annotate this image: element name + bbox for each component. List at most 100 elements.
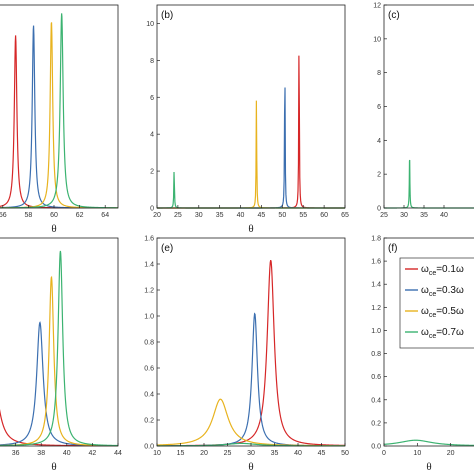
- x-tick-label: 30: [247, 450, 255, 457]
- y-tick-label: 1.0: [144, 314, 154, 321]
- axes-frame-a: [0, 4, 119, 209]
- series-line-b-4: [157, 171, 345, 209]
- x-tick-label: 30: [195, 212, 203, 219]
- y-tick-label: 4: [150, 132, 154, 139]
- y-tick-label: 10: [373, 36, 381, 43]
- y-tick-label: 0: [377, 206, 381, 213]
- y-tick-label: 0: [150, 206, 154, 213]
- y-tick-label: 0.2: [144, 418, 154, 425]
- x-tick-label: 25: [174, 212, 182, 219]
- y-tick-label: 6: [150, 95, 154, 102]
- series-line-e-3: [156, 398, 345, 447]
- x-tick-label: 60: [50, 212, 58, 219]
- y-tick-label: 0.4: [144, 392, 154, 399]
- x-tick-label: 25: [380, 212, 388, 219]
- x-axis-label: θ: [248, 461, 253, 473]
- y-tick-label: 1.6: [144, 236, 154, 243]
- series-line-a-3: [0, 22, 118, 209]
- y-tick-label: 0.8: [371, 351, 381, 358]
- y-tick-label: 8: [150, 58, 154, 65]
- x-tick-label: 56: [0, 212, 7, 219]
- y-tick-label: 6: [377, 104, 381, 111]
- y-tick-label: 0.6: [144, 366, 154, 373]
- y-tick-label: 12: [373, 3, 381, 10]
- panel-label: (e): [161, 243, 173, 254]
- panel-label: (f): [388, 243, 397, 254]
- legend-box: [399, 257, 474, 349]
- y-tick-label: 0.2: [371, 420, 381, 427]
- x-tick-label: 35: [271, 450, 279, 457]
- x-tick-label: 58: [25, 212, 33, 219]
- y-tick-label: 1.4: [144, 262, 154, 269]
- y-tick-label: 10: [146, 21, 154, 28]
- y-tick-label: 1.2: [371, 305, 381, 312]
- axes-frame-b: [156, 4, 346, 209]
- x-tick-label: 60: [320, 212, 328, 219]
- x-tick-label: 36: [12, 450, 20, 457]
- y-tick-label: 1.6: [371, 259, 381, 266]
- series-line-b-3: [157, 100, 345, 209]
- series-line-f-1: [383, 439, 474, 446]
- panel-d: 36 38 40 42 44 θ: [0, 237, 122, 473]
- y-tick-label: 1.2: [144, 288, 154, 295]
- legend: ωce=0.1ω ωce=0.3ω ωce=0.5ω ωce=0.7ω: [399, 257, 474, 349]
- y-tick-label: 0.8: [144, 340, 154, 347]
- series-line-e-1: [157, 259, 346, 447]
- panel-a: 56 58 60 62 64 θ: [0, 4, 119, 235]
- y-tick-label: 1.8: [371, 236, 381, 243]
- x-axis-label: θ: [426, 461, 431, 473]
- series-line-b-1: [157, 55, 345, 209]
- y-tick-label: 0.0: [371, 444, 381, 451]
- x-tick-label: 50: [341, 450, 349, 457]
- series-line-a-4: [0, 13, 118, 209]
- series-line-d-4: [0, 250, 119, 447]
- series-line-b-2: [157, 87, 345, 209]
- legend-entry: ωce=0.7ω: [421, 327, 464, 340]
- axes-frame-e: [156, 237, 346, 447]
- x-axis-label: θ: [248, 223, 253, 235]
- x-tick-label: 42: [89, 450, 97, 457]
- panel-c: 25 30 35 40 0 2 4 6 8 10 12 (c): [373, 3, 474, 219]
- x-tick-label: 20: [153, 212, 161, 219]
- x-tick-label: 65: [341, 212, 349, 219]
- panel-f: 01020300.00.20.40.60.81.01.21.41.61.8θ(f…: [371, 236, 474, 473]
- axes-frame-d: [0, 237, 119, 447]
- x-tick-label: 30: [400, 212, 408, 219]
- x-tick-label: 10: [413, 450, 421, 457]
- x-axis-label: θ: [51, 223, 56, 235]
- series-line-d-1: [0, 408, 118, 447]
- y-tick-label: 1.0: [371, 328, 381, 335]
- x-tick-label: 35: [420, 212, 428, 219]
- axes-frame-f: [383, 237, 474, 447]
- x-tick-label: 45: [258, 212, 266, 219]
- series-line-a-2: [0, 25, 118, 209]
- x-tick-label: 15: [177, 450, 185, 457]
- axes-frame-c: [383, 4, 474, 209]
- y-tick-label: 8: [377, 70, 381, 77]
- x-tick-label: 20: [200, 450, 208, 457]
- y-tick-label: 2: [150, 169, 154, 176]
- panel-e: 10 15 20 25 30 35 40 45 50 0.0 0.2 0.4 0.6 0.8 1.0 1.2 1…: [144, 236, 349, 474]
- x-tick-label: 40: [237, 212, 245, 219]
- x-tick-label: 0: [382, 450, 386, 457]
- y-tick-label: 4: [377, 138, 381, 145]
- y-tick-label: 0.4: [371, 397, 381, 404]
- legend-entry: ωce=0.5ω: [421, 306, 464, 319]
- x-tick-label: 40: [294, 450, 302, 457]
- x-tick-label: 38: [37, 450, 45, 457]
- x-tick-label: 44: [114, 450, 122, 457]
- series-line-a-1: [0, 35, 118, 209]
- x-tick-label: 40: [440, 212, 448, 219]
- x-tick-label: 64: [101, 212, 109, 219]
- x-tick-label: 25: [224, 450, 232, 457]
- y-tick-label: 0.6: [371, 374, 381, 381]
- x-tick-label: 55: [299, 212, 307, 219]
- x-tick-label: 10: [153, 450, 161, 457]
- series-line-e-2: [157, 312, 345, 447]
- x-tick-label: 35: [216, 212, 224, 219]
- y-tick-label: 2: [377, 172, 381, 179]
- y-tick-label: 1.4: [371, 282, 381, 289]
- panel-label: (b): [161, 10, 173, 21]
- panel-label: (c): [388, 10, 400, 21]
